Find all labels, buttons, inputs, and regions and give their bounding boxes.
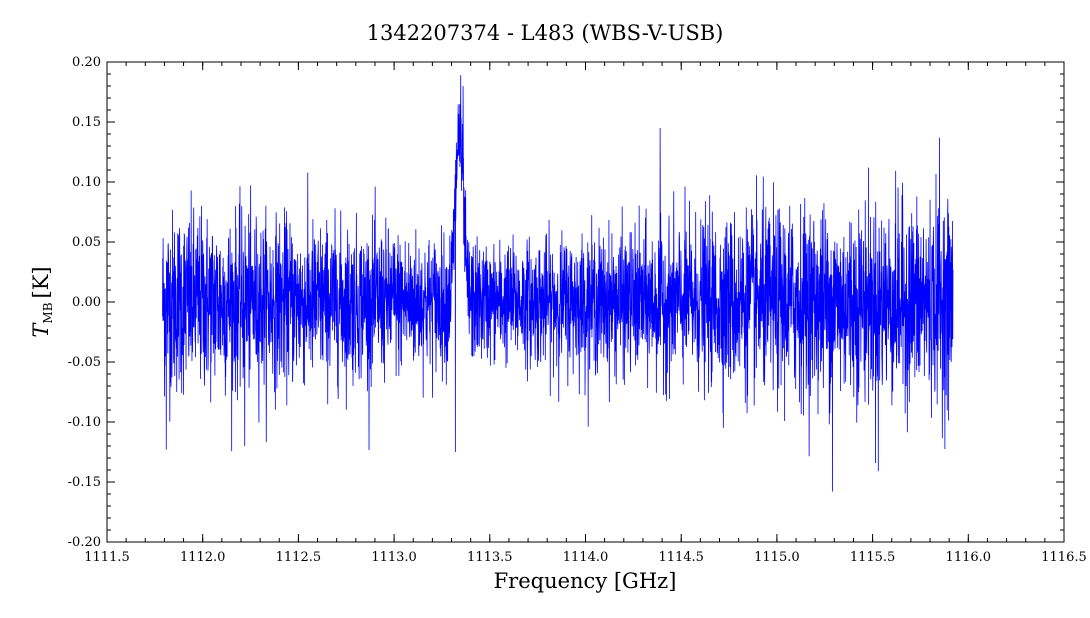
y-tick-label: -0.10	[68, 415, 101, 430]
y-axis-title-subscript: MB	[41, 302, 55, 323]
x-tick-label: 1112.0	[180, 550, 226, 565]
x-tick-label: 1111.5	[84, 550, 130, 565]
x-tick-label: 1113.0	[371, 550, 417, 565]
y-tick-label: -0.15	[68, 475, 101, 490]
x-tick-label: 1116.0	[946, 550, 992, 565]
x-tick-label: 1114.0	[563, 550, 609, 565]
y-tick-label: 0.05	[72, 235, 101, 250]
x-tick-label: 1112.5	[276, 550, 322, 565]
x-tick-label: 1115.0	[754, 550, 800, 565]
y-tick-label: 0.10	[72, 175, 101, 190]
y-tick-label: 0.00	[72, 295, 101, 310]
y-axis-title: TMB [K]	[29, 266, 55, 337]
chart-title: 1342207374 - L483 (WBS-V-USB)	[367, 21, 724, 45]
x-tick-label: 1116.5	[1041, 550, 1087, 565]
y-axis-title-unit: [K]	[29, 266, 53, 298]
x-axis: 1111.5 1112.0 1112.5 1113.0 1113.5 1114.0 1114…	[84, 62, 1087, 565]
y-tick-label: -0.20	[68, 535, 101, 550]
y-tick-label: -0.05	[68, 355, 101, 370]
series-layer	[162, 75, 954, 492]
y-tick-label: 0.15	[72, 115, 101, 130]
spectrum-series-line	[162, 75, 954, 492]
x-tick-label: 1114.5	[658, 550, 704, 565]
x-tick-label: 1115.5	[850, 550, 896, 565]
y-axis-title-symbol: T	[29, 322, 53, 338]
x-tick-label: 1113.5	[467, 550, 513, 565]
y-axis: -0.20 -0.15 -0.10 -0.05 0.00 0.05 0.10 0.15 0.20	[68, 55, 1064, 550]
y-tick-label: 0.20	[72, 55, 101, 70]
x-axis-title: Frequency [GHz]	[494, 569, 677, 593]
svg-text:TMB[K]: TMB [K]	[29, 266, 55, 337]
